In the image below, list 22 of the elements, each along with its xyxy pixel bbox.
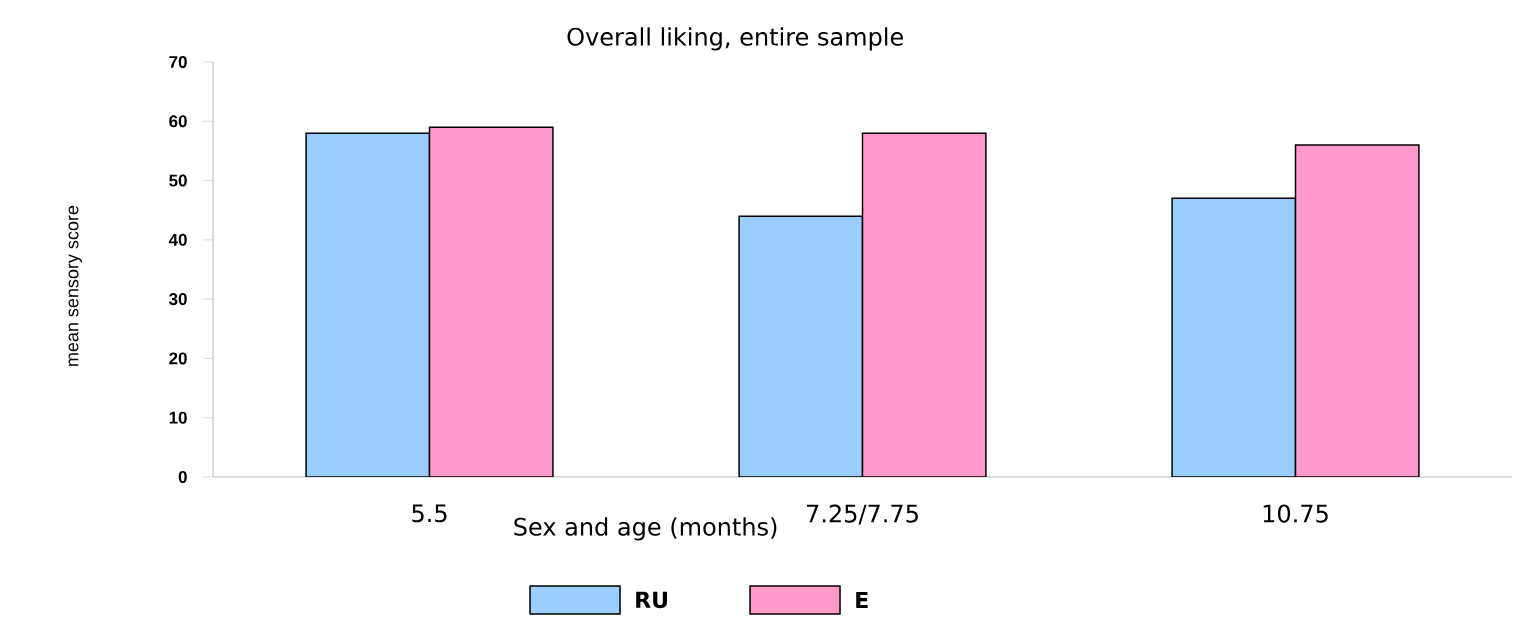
x-tick-label: 7.25/7.75	[807, 504, 918, 525]
y-tick-label: 10	[169, 411, 187, 424]
legend-label: RU	[636, 591, 667, 609]
y-tick-label: 20	[169, 352, 187, 365]
bar	[861, 132, 987, 477]
chart-title: Overall liking, entire sample	[567, 27, 903, 51]
y-tick-label: 40	[168, 233, 187, 246]
bar	[305, 132, 431, 477]
y-tick-label: 30	[168, 293, 187, 306]
y-tick-label: 60	[169, 115, 187, 128]
y-tick-label: 0	[178, 470, 187, 484]
y-tick-label: 50	[169, 174, 187, 187]
legend-label: E	[856, 591, 868, 608]
y-axis-title: mean sensory score	[68, 205, 83, 366]
x-tick-label: 5.5	[412, 504, 447, 523]
bar	[1294, 144, 1420, 477]
bar	[428, 126, 554, 477]
bar	[1171, 197, 1297, 477]
bar	[738, 215, 864, 477]
x-axis-title: Sex and age (months)	[514, 517, 777, 541]
x-tick-label: 10.75	[1263, 504, 1328, 523]
y-tick-label: 70	[169, 55, 187, 69]
